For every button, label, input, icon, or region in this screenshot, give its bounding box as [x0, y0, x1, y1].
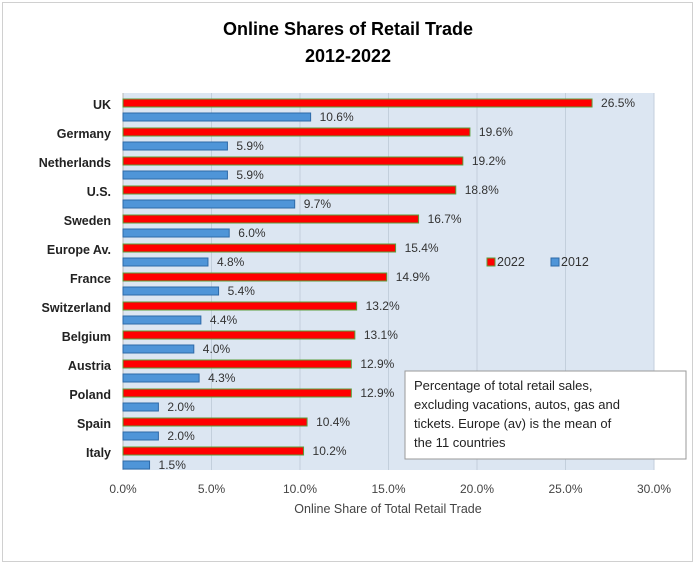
bar-2022-u-s: [122, 185, 457, 195]
data-label-2022: 12.9%: [360, 357, 394, 371]
annotation-box-border: [404, 370, 687, 460]
x-tick-label: 30.0%: [637, 482, 671, 496]
x-axis-title: Online Share of Total Retail Trade: [294, 502, 481, 516]
data-label-2022: 19.6%: [479, 125, 513, 139]
category-label: U.S.: [87, 185, 111, 199]
bars: [122, 98, 593, 470]
data-label-2012: 6.0%: [238, 226, 266, 240]
data-label-2022: 10.2%: [313, 444, 347, 458]
data-label-2012: 5.9%: [236, 168, 264, 182]
data-label-2022: 13.1%: [364, 328, 398, 342]
bar-2012-sweden: [122, 228, 230, 238]
x-tick-label: 5.0%: [198, 482, 226, 496]
category-label: Sweden: [64, 214, 111, 228]
annotation-line: tickets. Europe (av) is the mean of: [414, 416, 612, 431]
bar-2012-uk: [122, 112, 312, 122]
x-tick-label: 20.0%: [460, 482, 494, 496]
bar-2022-spain: [122, 417, 308, 427]
bar-2022-poland: [122, 388, 352, 398]
data-label-2022: 19.2%: [472, 154, 506, 168]
data-label-2012: 2.0%: [167, 429, 195, 443]
bar-2022-uk: [122, 98, 593, 108]
x-tick-label: 25.0%: [548, 482, 582, 496]
data-label-2022: 10.4%: [316, 415, 350, 429]
legend-label-2022: 2022: [497, 255, 525, 269]
category-label: Poland: [69, 388, 111, 402]
category-label: Spain: [77, 417, 111, 431]
data-label-2022: 13.2%: [366, 299, 400, 313]
bar-2012-italy: [122, 460, 151, 470]
data-label-2022: 15.4%: [405, 241, 439, 255]
data-label-2022: 14.9%: [396, 270, 430, 284]
annotation-line: the 11 countries: [414, 435, 506, 450]
data-label-2022: 16.7%: [428, 212, 462, 226]
labels: 0.0% 5.0% 10.0% 15.0% 20.0% 25.0% 30.0% UK 26.5%…: [39, 96, 672, 496]
bar-2022-belgium: [122, 330, 356, 340]
chart-title-line1: Online Shares of Retail Trade: [223, 19, 473, 39]
chart-title-line2: 2012-2022: [305, 46, 391, 66]
bar-2022-sweden: [122, 214, 420, 224]
bar-2012-netherlands: [122, 170, 228, 180]
data-label-2012: 2.0%: [167, 400, 195, 414]
category-label: UK: [93, 98, 111, 112]
data-label-2012: 1.5%: [159, 458, 187, 472]
data-label-2012: 4.8%: [217, 255, 245, 269]
bar-2022-italy: [122, 446, 305, 456]
bar-2012-switzerland: [122, 315, 202, 325]
legend: 2022 2012: [486, 255, 589, 269]
data-label-2012: 4.0%: [203, 342, 231, 356]
bar-2022-austria: [122, 359, 352, 369]
bar-2022-switzerland: [122, 301, 358, 311]
category-label: Italy: [86, 446, 111, 460]
x-tick-label: 0.0%: [109, 482, 137, 496]
category-label: Europe Av.: [47, 243, 111, 257]
data-label-2012: 9.7%: [304, 197, 332, 211]
bar-2012-europe-av: [122, 257, 209, 267]
data-label-2012: 5.4%: [228, 284, 256, 298]
bar-2012-poland: [122, 402, 159, 412]
bar-2022-netherlands: [122, 156, 464, 166]
bar-2022-france: [122, 272, 388, 282]
bar-2012-austria: [122, 373, 200, 383]
annotation-line: Percentage of total retail sales,: [414, 378, 593, 393]
x-tick-label: 10.0%: [283, 482, 317, 496]
category-label: Germany: [57, 127, 111, 141]
category-label: Austria: [68, 359, 112, 373]
legend-label-2012: 2012: [561, 255, 589, 269]
data-label-2012: 5.9%: [236, 139, 264, 153]
bar-2012-u-s: [122, 199, 296, 209]
data-label-2012: 4.4%: [210, 313, 238, 327]
data-label-2022: 18.8%: [465, 183, 499, 197]
bar-2012-france: [122, 286, 220, 296]
bar-2022-germany: [122, 127, 471, 137]
category-label: Netherlands: [39, 156, 111, 170]
annotation-line: excluding vacations, autos, gas and: [414, 397, 620, 412]
legend-swatch-2022: [486, 257, 496, 267]
annotation-box: Percentage of total retail sales, excludi…: [404, 370, 687, 460]
chart-svg: 0.0% 5.0% 10.0% 15.0% 20.0% 25.0% 30.0% UK 26.5%…: [39, 19, 687, 516]
bar-2022-europe-av: [122, 243, 397, 253]
data-label-2012: 4.3%: [208, 371, 236, 385]
category-label: France: [70, 272, 111, 286]
data-label-2022: 12.9%: [360, 386, 394, 400]
data-label-2022: 26.5%: [601, 96, 635, 110]
x-tick-label: 15.0%: [371, 482, 405, 496]
category-label: Belgium: [62, 330, 111, 344]
bar-2012-germany: [122, 141, 228, 151]
legend-swatch-2012: [550, 257, 560, 267]
category-label: Switzerland: [42, 301, 111, 315]
bar-2012-belgium: [122, 344, 195, 354]
data-label-2012: 10.6%: [320, 110, 354, 124]
bar-2012-spain: [122, 431, 159, 441]
